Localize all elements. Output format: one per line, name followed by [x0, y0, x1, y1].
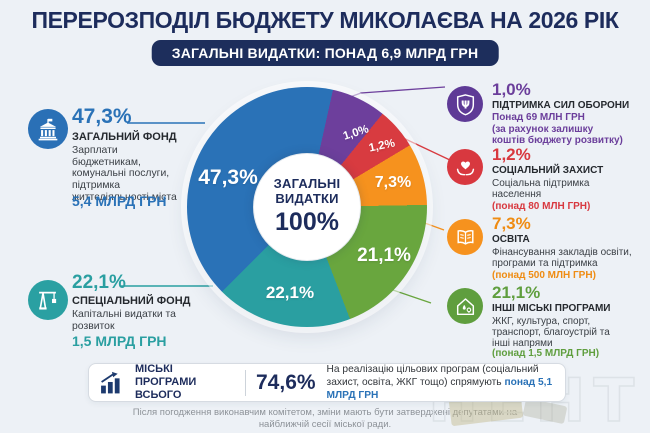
- defense-percent: 1,0%: [492, 80, 531, 99]
- donut-center-value: 100%: [275, 208, 339, 237]
- bank-building-icon: [28, 109, 68, 149]
- bar-value: 74,6%: [256, 370, 316, 394]
- trident-shield-icon: Ψ: [447, 86, 483, 122]
- general-fund-amount: 5,4 МЛРД ГРН: [72, 193, 167, 209]
- education-title: ОСВІТА: [492, 234, 530, 245]
- other-programs-desc: ЖКГ, культура, спорт, транспорт, благоус…: [492, 316, 610, 350]
- defense-amount: Понад 69 МЛН ГРН: [492, 112, 585, 123]
- bar-label: МІСЬКІ ПРОГРАМИ ВСЬОГО: [135, 362, 197, 402]
- education-amount: (понад 500 МЛН ГРН): [492, 270, 596, 281]
- social-desc: Соціальна підтримка населення: [492, 178, 590, 201]
- open-book-icon: [447, 219, 483, 255]
- slice-label-general-fund: 47,3%: [198, 166, 258, 189]
- education-desc: Фінансування закладів освіти, програми т…: [492, 247, 632, 270]
- defense-title: ПІДТРИМКА СИЛ ОБОРОНИ: [492, 100, 630, 111]
- footnote-text: Після погодження виконавчим комітетом, з…: [132, 407, 518, 430]
- hands-heart-icon: [447, 149, 483, 185]
- special-fund-desc: Капітальні видатки та розвиток: [72, 309, 176, 332]
- slice-label-other-programs: 21,1%: [357, 245, 411, 266]
- page-title: ПЕРЕРОЗПОДІЛ БЮДЖЕТУ МИКОЛАЄВА НА 2026 Р…: [31, 7, 619, 33]
- social-percent: 1,2%: [492, 145, 531, 164]
- other-programs-title: ІНШІ МІСЬКІ ПРОГРАМИ: [492, 303, 611, 314]
- general-fund-title: ЗАГАЛЬНИЙ ФОНД: [72, 131, 177, 143]
- slice-label-defense: 1,0%: [341, 123, 371, 143]
- bar-note-highlight: понад 5,1 МЛРД ГРН: [326, 376, 553, 402]
- bar-note: На реалізацію цільових програм (соціальн…: [327, 363, 555, 403]
- special-fund-title: СПЕЦІАЛЬНИЙ ФОНД: [72, 295, 191, 307]
- other-programs-percent: 21,1%: [492, 283, 541, 302]
- social-amount: (понад 80 МЛН ГРН): [492, 201, 591, 212]
- donut-center: ЗАГАЛЬНІ ВИДАТКИ 100%: [254, 154, 360, 260]
- defense-note: (за рахунок залишку коштів бюджету розви…: [492, 124, 623, 147]
- donut-center-line1: ЗАГАЛЬНІ: [273, 175, 341, 191]
- growth-bars-icon: [99, 371, 126, 394]
- bar-note-text: На реалізацію цільових програм (соціальн…: [326, 363, 539, 388]
- social-title: СОЦІАЛЬНИЙ ЗАХИСТ: [492, 165, 604, 176]
- city-programs-total-bar: МІСЬКІ ПРОГРАМИ ВСЬОГО 74,6% На реалізац…: [88, 363, 566, 402]
- general-fund-percent: 47,3%: [72, 105, 132, 128]
- special-fund-percent: 22,1%: [72, 272, 126, 293]
- special-fund-amount: 1,5 МЛРД ГРН: [72, 333, 167, 349]
- donut-chart: ЗАГАЛЬНІ ВИДАТКИ 100% 47,3% 22,1% 21,1% …: [187, 87, 427, 327]
- svg-text:Ψ: Ψ: [461, 99, 470, 111]
- footnote: Після погодження виконавчим комітетом, з…: [0, 407, 650, 431]
- house-utilities-icon: [447, 288, 483, 324]
- slice-label-special-fund: 22,1%: [265, 283, 315, 302]
- bar-divider: [245, 369, 246, 396]
- total-expenses-badge: ЗАГАЛЬНІ ВИДАТКИ: ПОНАД 6,9 МЛРД ГРН: [151, 40, 499, 66]
- slice-label-education: 7,3%: [374, 174, 412, 191]
- slice-label-social: 1,2%: [367, 137, 397, 155]
- general-fund-desc: Зарплати бюджетникам, комунальні послуги…: [72, 145, 177, 203]
- construction-crane-icon: [28, 280, 68, 320]
- other-programs-amount: (понад 1,5 МЛРД ГРН): [492, 348, 600, 359]
- donut-center-line2: ВИДАТКИ: [275, 190, 339, 206]
- education-percent: 7,3%: [492, 214, 531, 233]
